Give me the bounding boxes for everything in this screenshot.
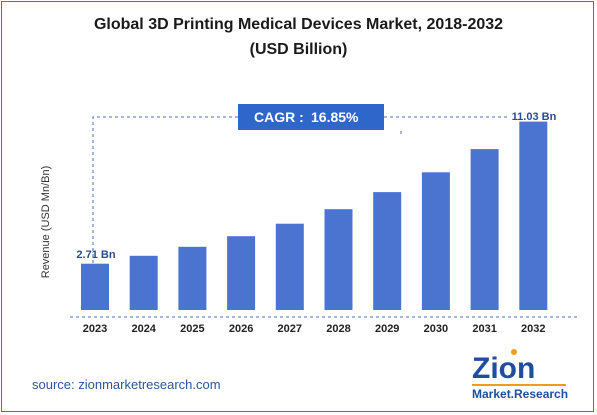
cagr-label: CAGR : xyxy=(254,109,304,125)
source-note: source: zionmarketresearch.com xyxy=(32,377,221,392)
x-tick-label: 2024 xyxy=(131,323,156,335)
x-tick-label: 2023 xyxy=(83,323,107,335)
bar-2023 xyxy=(81,263,109,310)
bar-2032 xyxy=(519,121,548,310)
x-tick-label: 2031 xyxy=(472,323,496,335)
bar-2024 xyxy=(129,255,158,310)
logo-dot-icon xyxy=(511,349,517,355)
x-tick-label: 2028 xyxy=(326,323,350,335)
x-tick-label: 2027 xyxy=(278,323,302,335)
x-tick-label: 2026 xyxy=(229,323,253,335)
bar-2027 xyxy=(275,223,304,310)
cagr-box xyxy=(238,104,384,130)
x-tick-label: 2029 xyxy=(375,323,399,335)
bar-2030 xyxy=(421,172,450,310)
chart-subtitle: (USD Billion) xyxy=(249,41,348,58)
data-label-first: 2.71 Bn xyxy=(76,249,115,261)
cagr-value: 16.85% xyxy=(311,109,359,125)
chart-title: Global 3D Printing Medical Devices Marke… xyxy=(93,16,504,33)
data-label-last: 11.03 Bn xyxy=(512,111,557,123)
logo-text-primary: Zion xyxy=(472,352,535,385)
bar-2025 xyxy=(178,246,207,310)
bar-2028 xyxy=(324,209,353,310)
first-label-leader xyxy=(92,116,238,263)
x-tick-label: 2030 xyxy=(424,323,448,335)
bar-2031 xyxy=(470,149,499,310)
bar-2029 xyxy=(373,192,402,310)
zion-logo: Zion Market.Research xyxy=(472,349,568,401)
logo-text-secondary: Market.Research xyxy=(472,387,568,401)
x-tick-label: 2032 xyxy=(521,323,545,335)
logo-underline xyxy=(472,384,566,386)
y-axis-label: Revenue (USD Mn/Bn) xyxy=(40,166,52,279)
x-tick-label: 2025 xyxy=(180,323,204,335)
bar-2026 xyxy=(227,236,256,310)
